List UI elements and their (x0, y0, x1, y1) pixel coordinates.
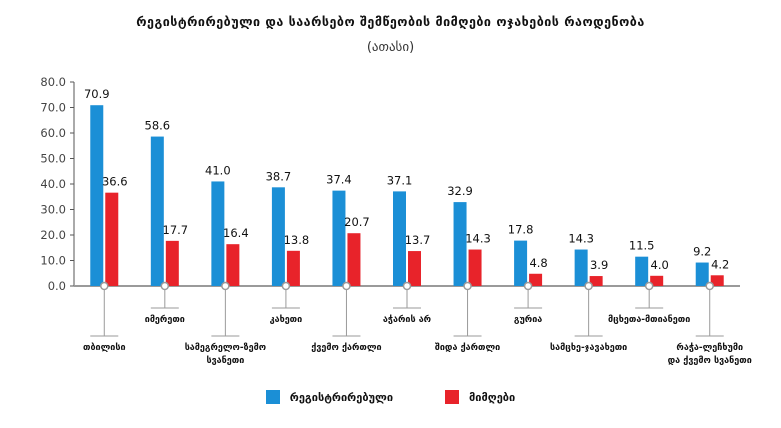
category-label: თბილისი (83, 343, 126, 353)
value-label-registered: 32.9 (447, 184, 473, 198)
y-tick-label: 30.0 (40, 203, 66, 217)
legend-swatch-recipients (445, 390, 460, 404)
category-label: გურია (514, 314, 542, 325)
category-marker (705, 281, 714, 291)
value-label-registered: 41.0 (205, 163, 231, 177)
y-tick-label: 20.0 (40, 228, 66, 242)
category-label: აჭარის არ (383, 314, 431, 325)
y-tick-label: 0.0 (48, 279, 66, 293)
value-label-recipients: 13.7 (405, 233, 431, 247)
y-tick-label: 70.0 (40, 101, 66, 115)
category-marker (221, 281, 230, 291)
value-label-registered: 9.2 (693, 245, 711, 259)
legend-item-recipients: მიმღები (445, 390, 515, 404)
legend-swatch-registered (265, 390, 280, 404)
bar-recipients (710, 275, 724, 286)
bar-registered (332, 190, 346, 286)
y-tick-label: 80.0 (40, 75, 66, 89)
bar-recipients (286, 250, 300, 286)
category-label: კახეთი (270, 315, 303, 325)
bar-registered (574, 249, 588, 286)
bar-registered (453, 202, 467, 286)
value-label-registered: 70.9 (84, 87, 110, 101)
value-label-registered: 17.8 (508, 223, 534, 237)
value-label-recipients: 4.0 (651, 258, 669, 272)
category-label: ქვემო ქართლი (311, 342, 381, 353)
category-label: შიდა ქართლი (435, 342, 500, 353)
category-marker (463, 281, 472, 291)
bar-recipients (529, 273, 543, 286)
bar-registered (393, 191, 406, 286)
bar-recipients (468, 249, 482, 286)
category-marker (584, 281, 593, 291)
bar-registered (150, 136, 164, 286)
value-label-registered: 38.7 (266, 169, 292, 183)
y-tick-label: 60.0 (40, 126, 66, 140)
legend-label-recipients: მიმღები (469, 390, 516, 404)
value-label-recipients: 3.9 (590, 258, 608, 272)
bar-recipients (408, 251, 421, 286)
chart-subtitle: (ათასი) (366, 40, 415, 55)
bar-registered (90, 105, 104, 286)
value-label-recipients: 13.8 (284, 233, 310, 247)
category-label: რაჭა-ლეჩხუმი (676, 342, 743, 353)
category-marker (100, 281, 109, 291)
legend-label-registered: რეგისტრირებული (289, 390, 394, 404)
bar-registered (695, 262, 709, 286)
bar-registered (514, 240, 528, 286)
category-label: მცხეთა-მთიანეთი (608, 315, 690, 325)
category-marker (160, 281, 170, 291)
bar-recipients (347, 233, 361, 286)
bar-recipients (226, 244, 240, 286)
value-label-recipients: 4.8 (529, 256, 547, 270)
category-marker (523, 281, 533, 291)
value-label-registered: 37.1 (387, 173, 413, 187)
value-label-registered: 11.5 (629, 239, 655, 253)
bar-recipients (650, 275, 664, 286)
bar-registered (271, 187, 285, 286)
value-label-recipients: 20.7 (344, 215, 370, 229)
category-label: სვანეთი (206, 356, 244, 366)
category-marker (342, 281, 351, 291)
value-label-recipients: 36.6 (102, 175, 128, 189)
legend: რეგისტრირებული მიმღები (0, 390, 781, 404)
category-label: და ქვემო სვანეთი (668, 356, 752, 366)
value-label-recipients: 17.7 (163, 223, 189, 237)
category-label: სამეგრელო-ზემო (185, 342, 266, 353)
value-label-recipients: 4.2 (711, 257, 729, 271)
legend-item-registered: რეგისტრირებული (265, 390, 394, 404)
y-tick-label: 40.0 (40, 177, 66, 191)
bar-recipients (589, 276, 603, 286)
category-marker (402, 281, 412, 291)
y-tick-label: 10.0 (40, 254, 66, 268)
value-label-registered: 14.3 (568, 232, 594, 246)
value-label-registered: 58.6 (145, 119, 171, 133)
bar-recipients (105, 192, 119, 286)
chart-title: რეგისტრირებული და საარსებო შემწეობის მიმ… (136, 14, 645, 29)
y-tick-label: 50.0 (40, 152, 66, 166)
category-label: სამცხე-ჯავახეთი (550, 343, 627, 353)
value-label-recipients: 16.4 (223, 226, 249, 240)
bar-recipients (165, 240, 179, 286)
bar-registered (635, 256, 649, 286)
category-marker (281, 281, 291, 291)
value-label-registered: 37.4 (326, 173, 352, 187)
value-label-recipients: 14.3 (465, 232, 491, 246)
bar-registered (211, 181, 225, 286)
category-label: იმერეთი (145, 314, 185, 325)
category-marker (644, 281, 654, 291)
